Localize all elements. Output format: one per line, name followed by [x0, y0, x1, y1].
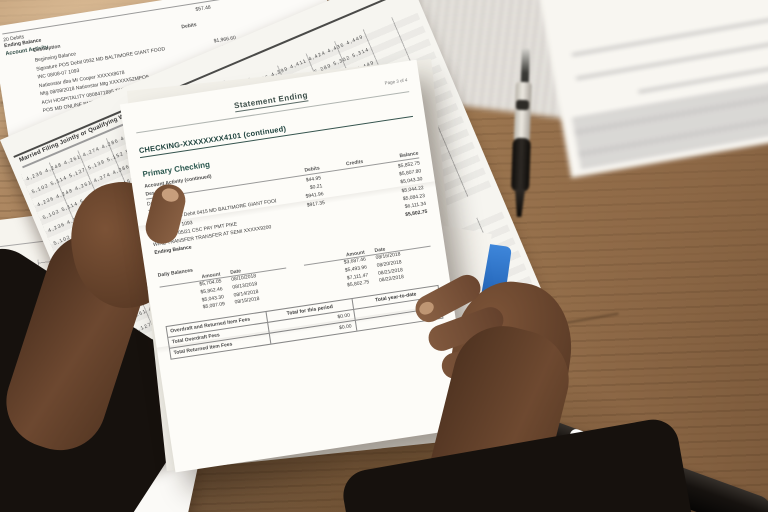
left-thumbnail: [160, 186, 181, 204]
form-fine-print: [571, 73, 768, 169]
pen-grip: [510, 137, 531, 193]
pen-ink-window: [515, 99, 530, 111]
blurred-form-paper-top-right: [536, 0, 768, 178]
statement-title: Statement Ending: [233, 90, 309, 113]
bank-statement-page: Statement Ending Page 3 of 4 CHECKING-XX…: [119, 59, 473, 473]
col-debits: Debits: [181, 22, 198, 31]
pen-barrel: [513, 81, 532, 143]
right-fingernail: [417, 299, 436, 318]
ballpoint-pen: [495, 47, 551, 221]
pen-tip: [514, 189, 525, 217]
